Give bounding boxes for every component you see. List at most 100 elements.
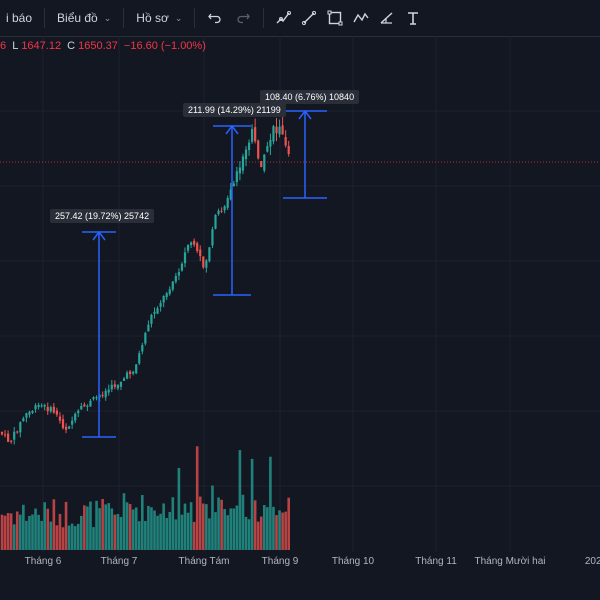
volume-bar (272, 506, 275, 550)
time-axis[interactable]: Tháng 6 Tháng 7 Tháng Tám Tháng 9 Tháng … (0, 552, 600, 574)
volume-bar (6, 513, 10, 550)
profile-menu-button[interactable]: Hồ sơ ⌄ (130, 0, 188, 36)
volume-bar (214, 512, 217, 550)
low-key: L (12, 40, 19, 52)
candle-body (107, 389, 110, 393)
volume-bar (256, 521, 260, 550)
volume-bar (98, 508, 101, 550)
volume-bar (223, 509, 226, 550)
candle-body (132, 371, 135, 374)
volume-bar (186, 512, 190, 550)
undo-icon (208, 13, 221, 24)
volume-bar (9, 513, 13, 550)
candle-body (150, 314, 153, 324)
chart-menu-button[interactable]: Biểu đồ ⌄ (51, 0, 117, 36)
change-value: −16.60 (−1.00%) (123, 40, 206, 52)
candle-body (208, 247, 211, 262)
volume-bar (226, 515, 229, 550)
measure-arrow (298, 109, 312, 120)
volume-bar (174, 519, 178, 550)
volume-bar (177, 467, 181, 550)
candle-body (95, 397, 98, 399)
volume-bar (116, 513, 120, 550)
fib-icon[interactable] (374, 4, 400, 32)
candle-body (58, 416, 62, 421)
time-tick: Tháng 9 (261, 556, 299, 567)
toolbar-divider (194, 8, 196, 28)
volume-bar (40, 520, 43, 550)
volume-bar (180, 514, 184, 550)
volume-bar (217, 497, 220, 550)
candle-body (113, 384, 116, 387)
candle-body (217, 210, 220, 215)
time-tick: 2024 (584, 556, 600, 567)
time-tick: Tháng 11 (415, 556, 457, 567)
candle-body (43, 404, 46, 407)
candle-body (52, 406, 55, 413)
top-toolbar: i báo Biểu đồ ⌄ Hồ sơ ⌄ (0, 0, 600, 37)
volume-bar (247, 519, 251, 550)
redo-button[interactable] (229, 0, 257, 36)
volume-bar (168, 511, 172, 550)
candle-body (171, 281, 174, 290)
volume-bar (70, 523, 74, 550)
candle-body (229, 189, 232, 200)
volume-bar (110, 508, 114, 550)
volume-bar (128, 504, 132, 550)
candle-body (147, 324, 150, 332)
price-chart[interactable] (0, 36, 600, 552)
volume-bar (235, 505, 239, 550)
undo-button[interactable] (201, 0, 229, 36)
text-icon[interactable] (400, 4, 426, 32)
volume-bar (86, 506, 89, 550)
volume-bar (165, 518, 168, 550)
volume-bar (67, 525, 71, 550)
indicators-label: i báo (6, 11, 33, 25)
volume-bar (153, 510, 156, 550)
brush-tool-icon[interactable] (270, 4, 296, 32)
candle-body (275, 126, 278, 134)
candle-body (220, 210, 223, 212)
volume-bar (92, 527, 95, 550)
volume-bar (137, 521, 141, 550)
candle-body (165, 293, 168, 298)
candle-body (40, 405, 43, 407)
rectangle-icon[interactable] (322, 4, 348, 32)
candle-body (244, 149, 248, 160)
candle-body (68, 426, 71, 429)
volume-bar (284, 511, 287, 550)
path-icon[interactable] (348, 4, 374, 32)
candle-body (266, 146, 269, 152)
volume-bar (144, 521, 147, 550)
candle-body (257, 140, 260, 159)
volume-bar (95, 500, 98, 550)
volume-bar (76, 523, 80, 550)
volume-bar (58, 513, 62, 550)
candle-body (64, 426, 68, 430)
volume-bar (263, 505, 266, 550)
volume-bar (37, 514, 40, 550)
volume-bar (266, 507, 269, 550)
volume-bar (241, 494, 245, 550)
trend-line-icon[interactable] (296, 4, 322, 32)
volume-bar (49, 521, 53, 550)
candle-body (74, 413, 77, 421)
indicators-button[interactable]: i báo (0, 0, 38, 36)
volume-bar (25, 520, 28, 550)
volume-bar (198, 496, 202, 550)
time-tick: Tháng 10 (331, 556, 375, 567)
volume-bar (269, 456, 272, 550)
candle-body (287, 145, 290, 155)
candle-body (135, 364, 138, 374)
candle-body (235, 171, 238, 183)
candle-body (168, 289, 171, 295)
candle-body (153, 311, 156, 314)
candle-body (7, 433, 10, 442)
volume-bar (22, 504, 25, 550)
candle-body (89, 400, 92, 407)
volume-bar (113, 514, 117, 550)
volume-bar (141, 494, 144, 550)
measure-label: 108.40 (6.76%) 10840 (260, 90, 360, 104)
candle-body (25, 413, 28, 418)
candle-body (37, 404, 40, 408)
